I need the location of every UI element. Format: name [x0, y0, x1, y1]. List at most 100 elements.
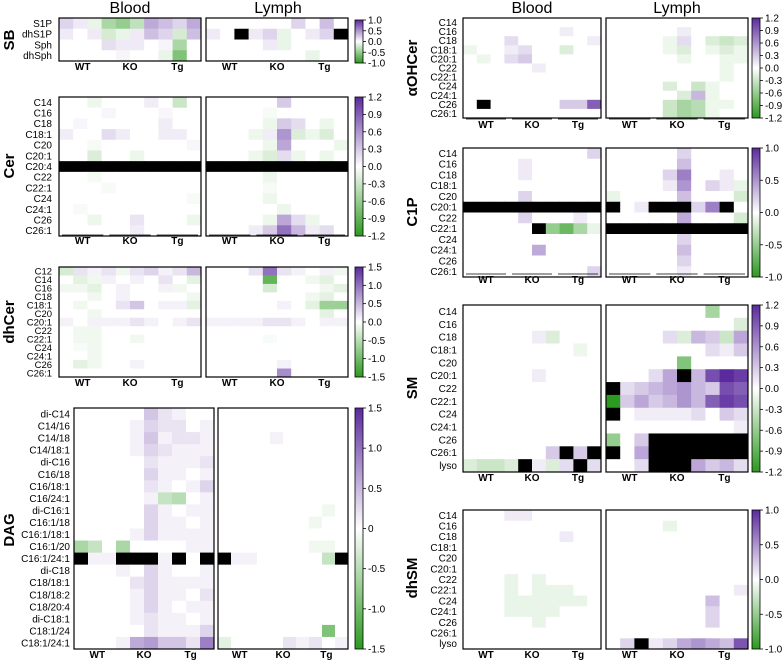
heatmap-cell: [634, 382, 649, 396]
heatmap-cell: [463, 45, 478, 55]
heatmap-cell: [733, 542, 749, 554]
heatmap-cell: [244, 624, 258, 638]
heatmap-cell: [115, 203, 131, 216]
heatmap-cell: [504, 244, 519, 256]
heatmap-cell: [206, 300, 221, 310]
heatmap-cell: [504, 158, 519, 170]
heatmap-cell: [719, 520, 735, 532]
heatmap-cell: [248, 50, 264, 62]
heatmap-cell: [262, 317, 278, 327]
heatmap-cell: [504, 266, 519, 278]
heatmap-cell: [101, 317, 117, 327]
group-label-tg: Tg: [572, 275, 584, 286]
heatmap-cell: [87, 292, 102, 302]
heatmap-cell: [648, 510, 664, 522]
heatmap-cell: [691, 18, 706, 28]
heatmap-cell: [305, 360, 320, 369]
heatmap-cell: [158, 39, 173, 51]
heatmap-cell: [158, 182, 173, 194]
heatmap-cell: [573, 510, 588, 522]
heatmap-cell: [309, 480, 323, 493]
heatmap-cell: [463, 158, 478, 170]
row-label: C22:1: [25, 183, 52, 194]
heatmap-cell: [88, 468, 103, 481]
heatmap-cell: [220, 267, 235, 276]
heatmap-cell: [490, 72, 505, 83]
row-label: C22: [439, 575, 458, 586]
heatmap-cell: [587, 63, 602, 73]
row-label: C22: [35, 326, 52, 337]
heatmap-cell: [587, 420, 602, 434]
heatmap-cell: [518, 563, 533, 575]
heatmap-cell: [186, 636, 201, 650]
heatmap-cell: [490, 394, 505, 409]
heatmap-cell: [296, 624, 310, 638]
heatmap-cell: [463, 255, 478, 267]
heatmap-cell: [518, 420, 533, 434]
heatmap-cell: [102, 432, 117, 445]
heatmap-cell: [532, 148, 547, 160]
heatmap-cell: [677, 108, 692, 119]
heatmap-cell: [319, 292, 335, 302]
heatmap-cell: [719, 638, 735, 650]
heatmap-cell: [115, 150, 131, 162]
heatmap-cell: [158, 408, 173, 421]
heatmap-cell: [476, 191, 491, 203]
heatmap-cell: [231, 600, 245, 614]
heatmap-cell: [87, 267, 102, 276]
heatmap-cell: [532, 356, 547, 370]
heatmap-cell: [244, 636, 258, 650]
heatmap-cell: [130, 129, 145, 141]
group-label-ko: KO: [670, 650, 685, 661]
heatmap-cell: [291, 139, 306, 151]
heatmap-cell: [322, 636, 336, 650]
heatmap-cell: [573, 595, 588, 607]
heatmap-cell: [101, 334, 117, 344]
heatmap-cell: [634, 520, 649, 532]
heatmap-cell: [144, 504, 159, 517]
heatmap-cell: [648, 223, 664, 235]
heatmap-cell: [87, 50, 102, 62]
heatmap-cell: [248, 326, 264, 336]
heatmap-cell: [634, 148, 649, 160]
heatmap-cell: [231, 420, 245, 433]
row-label: C14: [439, 149, 458, 160]
heatmap-cell: [248, 161, 264, 173]
heatmap-cell: [158, 540, 173, 553]
heatmap-cell: [262, 283, 278, 293]
heatmap-cell: [87, 283, 102, 293]
heatmap-cell: [463, 244, 478, 256]
heatmap-cell: [74, 624, 89, 638]
heatmap-cell: [186, 225, 202, 237]
column-title-lymph: Lymph: [254, 0, 301, 17]
heatmap-cell: [532, 223, 547, 235]
heatmap-cell: [309, 504, 323, 517]
heatmap-cell: [587, 54, 602, 64]
heatmap-cell: [144, 214, 159, 226]
heatmap-cell: [248, 150, 264, 162]
heatmap-cell: [719, 266, 735, 278]
heatmap-cell: [158, 139, 173, 151]
row-label: C16: [439, 160, 458, 171]
heatmap-cell: [733, 18, 749, 28]
heatmap-cell: [518, 638, 533, 650]
row-label: C20: [439, 554, 458, 565]
heatmap-cell: [733, 369, 749, 383]
heatmap-cell: [172, 171, 188, 183]
heatmap-cell: [200, 444, 215, 457]
heatmap-cell: [634, 369, 649, 383]
heatmap-cell: [158, 612, 173, 626]
heatmap-cell: [234, 275, 249, 285]
heatmap-cell: [559, 552, 574, 564]
heatmap-cell: [270, 636, 284, 650]
heatmap-cell: [144, 193, 159, 205]
group-label-tg: Tg: [171, 62, 183, 73]
heatmap-cell: [733, 433, 749, 447]
colorbar-tick-label: 0.6: [368, 127, 382, 138]
heatmap-cell: [691, 27, 706, 37]
heatmap-cell: [719, 244, 735, 256]
heatmap-cell: [463, 433, 478, 447]
heatmap-cell: [677, 616, 692, 629]
heatmap-cell: [270, 408, 284, 421]
heatmap-cell: [733, 394, 749, 409]
